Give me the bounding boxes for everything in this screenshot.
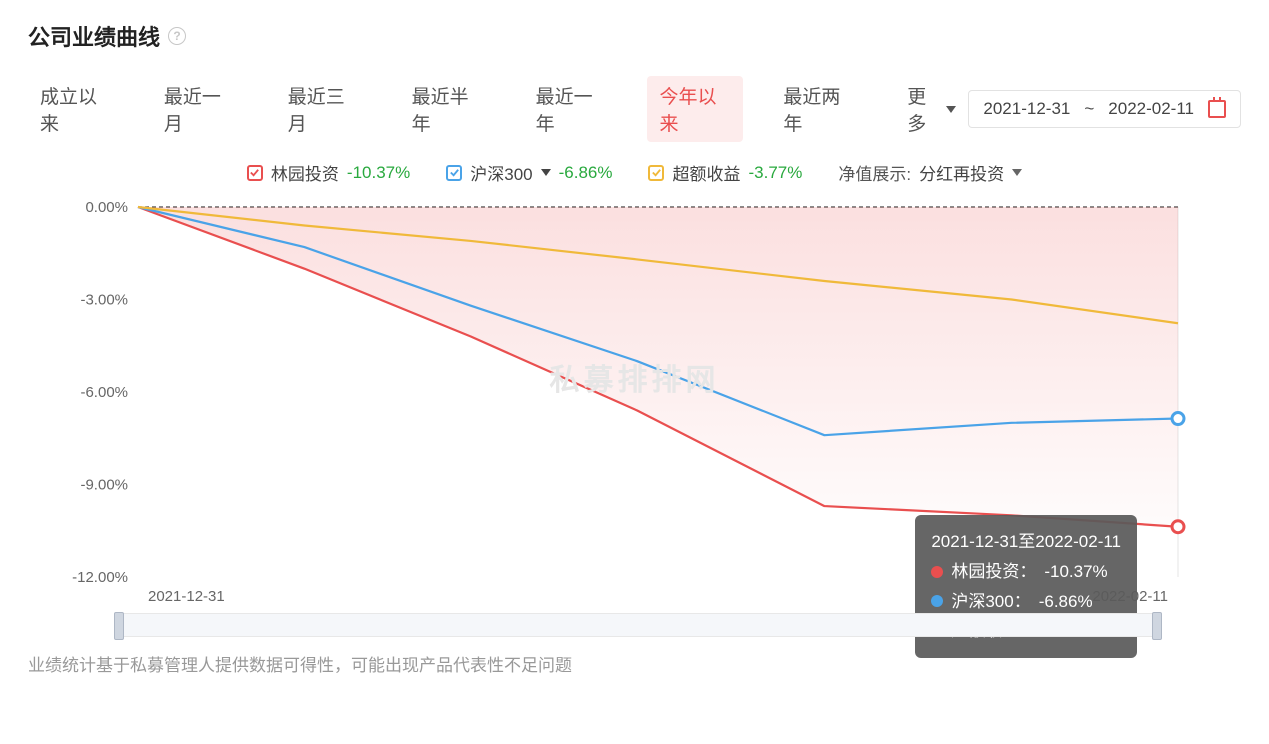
tooltip-row: 沪深300： -6.86% — [931, 587, 1121, 617]
dot-icon — [931, 595, 943, 607]
tooltip-value: -10.37% — [1044, 557, 1107, 587]
checkbox-icon — [648, 165, 664, 181]
svg-text:2021-12-31: 2021-12-31 — [148, 588, 225, 605]
legend-series1-name: 林园投资 — [271, 160, 339, 185]
tab-ytd[interactable]: 今年以来 — [647, 76, 743, 142]
tab-more-label: 更多 — [907, 82, 942, 136]
tab-3m[interactable]: 最近三月 — [276, 76, 372, 142]
chevron-down-icon — [1012, 169, 1022, 176]
legend-series2-name: 沪深300 — [470, 160, 532, 185]
tooltip-label: 林园投资： — [951, 557, 1036, 587]
tab-more[interactable]: 更多 — [895, 76, 968, 142]
range-slider[interactable] — [118, 613, 1158, 637]
slider-handle-right[interactable] — [1152, 612, 1162, 640]
legend-series2[interactable]: 沪深300 -6.86% — [446, 160, 612, 185]
date-from: 2021-12-31 — [983, 99, 1070, 119]
date-to: 2022-02-11 — [1108, 99, 1194, 119]
tab-1y[interactable]: 最近一年 — [524, 76, 620, 142]
date-range-picker[interactable]: 2021-12-31 ~ 2022-02-11 — [968, 90, 1241, 128]
legend-row: 林园投资 -10.37% 沪深300 -6.86% 超额收益 -3.77% 净值… — [28, 160, 1241, 185]
tab-1m[interactable]: 最近一月 — [152, 76, 248, 142]
svg-text:-6.00%: -6.00% — [80, 384, 128, 401]
legend-series1-value: -10.37% — [347, 163, 410, 183]
tooltip-row: 林园投资： -10.37% — [931, 557, 1121, 587]
svg-text:0.00%: 0.00% — [85, 199, 128, 216]
legend-series3[interactable]: 超额收益 -3.77% — [648, 160, 802, 185]
help-icon[interactable]: ? — [168, 27, 186, 45]
chevron-down-icon — [541, 169, 551, 176]
checkbox-icon — [446, 165, 462, 181]
nav-display-value: 分红再投资 — [919, 160, 1004, 185]
tab-6m[interactable]: 最近半年 — [400, 76, 496, 142]
svg-text:-9.00%: -9.00% — [80, 477, 128, 494]
page-title: 公司业绩曲线 — [28, 20, 160, 52]
tooltip-value: -6.86% — [1039, 587, 1093, 617]
date-sep: ~ — [1084, 99, 1094, 119]
tabs-row: 成立以来 最近一月 最近三月 最近半年 最近一年 今年以来 最近两年 更多 20… — [28, 76, 1241, 142]
legend-series2-value: -6.86% — [559, 163, 613, 183]
tab-since-inception[interactable]: 成立以来 — [28, 76, 124, 142]
dot-icon — [931, 566, 943, 578]
calendar-icon — [1208, 100, 1226, 118]
legend-series1[interactable]: 林园投资 -10.37% — [247, 160, 410, 185]
time-range-tabs: 成立以来 最近一月 最近三月 最近半年 最近一年 今年以来 最近两年 更多 — [28, 76, 968, 142]
chevron-down-icon — [946, 106, 956, 113]
checkbox-icon — [247, 165, 263, 181]
nav-display-label: 净值展示: — [838, 160, 911, 185]
svg-text:-12.00%: -12.00% — [72, 569, 128, 586]
chart-area: 私募排排网 0.00%-3.00%-6.00%-9.00%-12.00%2021… — [48, 197, 1221, 607]
legend-series3-name: 超额收益 — [672, 160, 740, 185]
tooltip-title: 2021-12-31至2022-02-11 — [931, 527, 1121, 557]
title-row: 公司业绩曲线 ? — [28, 20, 1241, 52]
svg-text:-3.00%: -3.00% — [80, 292, 128, 309]
nav-display-select[interactable]: 净值展示: 分红再投资 — [838, 160, 1022, 185]
tab-2y[interactable]: 最近两年 — [771, 76, 867, 142]
tooltip-label: 沪深300： — [951, 587, 1030, 617]
legend-series3-value: -3.77% — [748, 163, 802, 183]
slider-handle-left[interactable] — [114, 612, 124, 640]
